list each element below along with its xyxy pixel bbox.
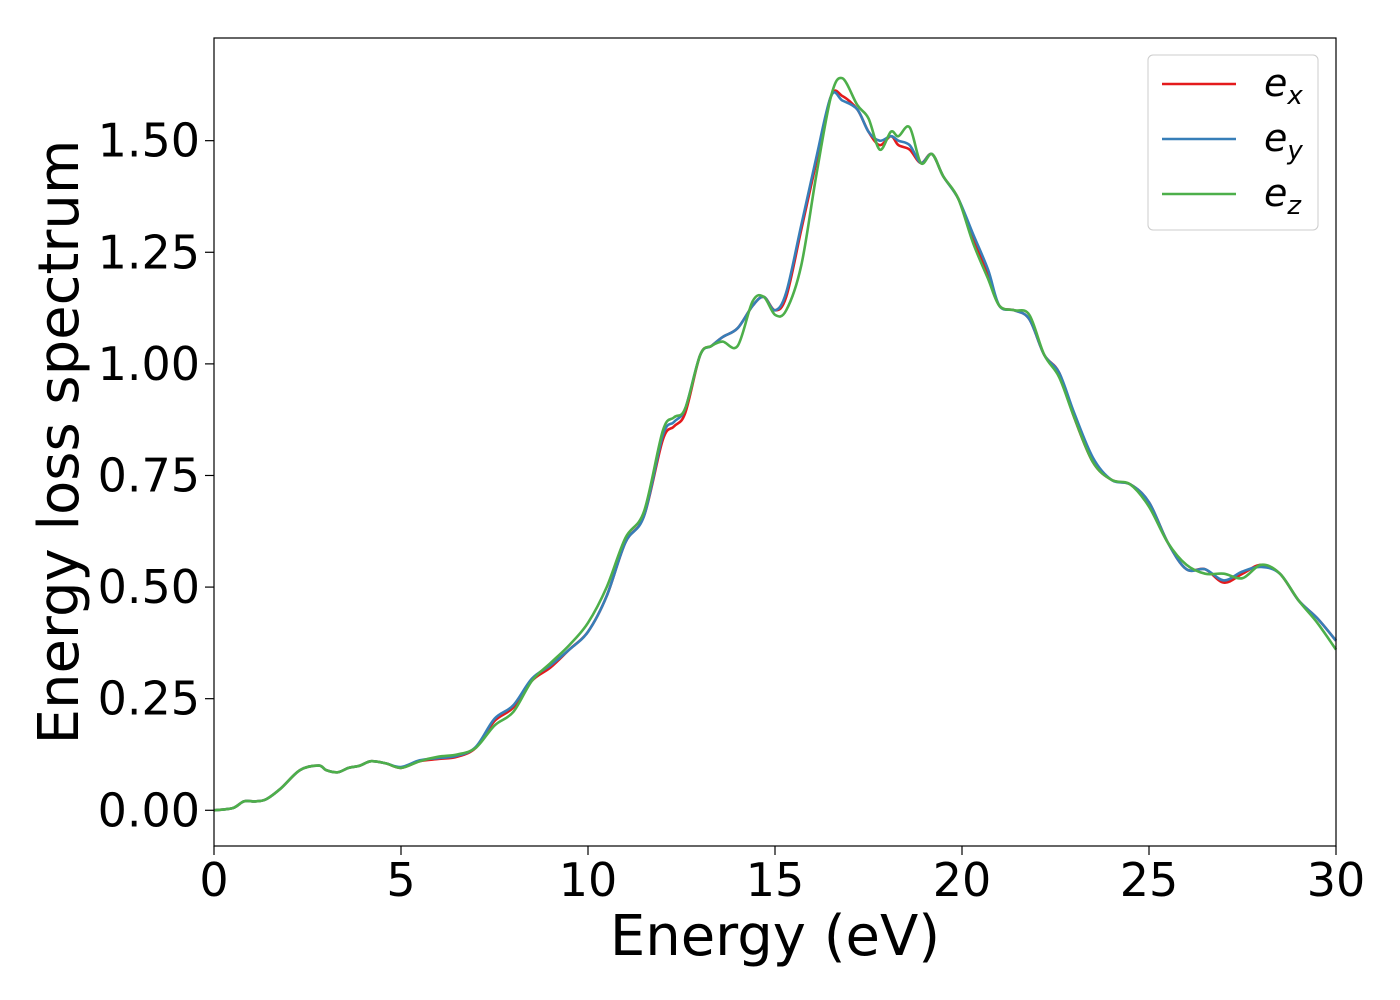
series-layer	[213, 76, 1338, 812]
legend-label-z: ez	[1264, 171, 1302, 221]
y-tick-label: 1.25	[98, 225, 200, 279]
x-tick-label: 30	[1307, 853, 1366, 907]
x-tick-label: 20	[933, 853, 992, 907]
y-tick-label: 0.25	[98, 672, 200, 726]
y-tick-label: 0.50	[98, 560, 200, 614]
series-line-z	[213, 76, 1338, 812]
y-tick-label: 1.00	[98, 337, 200, 391]
x-tick-label: 25	[1120, 853, 1179, 907]
x-tick-label: 5	[386, 853, 415, 907]
x-axis-title: Energy (eV)	[610, 904, 940, 969]
y-tick-label: 0.00	[98, 783, 200, 837]
x-tick-label: 15	[746, 853, 805, 907]
y-tick-label: 0.75	[98, 448, 200, 502]
x-axis: 0 5 10 15 20 25 30	[199, 846, 1365, 907]
x-tick-label: 10	[559, 853, 618, 907]
legend-label-x: ex	[1264, 61, 1303, 111]
y-axis: 0.00 0.25 0.50 0.75 1.00 1.25 1.50	[98, 114, 214, 837]
legend-label-y: ey	[1264, 116, 1303, 166]
y-axis-title: Energy loss spectrum	[27, 140, 92, 745]
legend-box	[1147, 54, 1319, 231]
y-tick-label: 1.50	[98, 114, 200, 168]
x-tick-label: 0	[199, 853, 228, 907]
